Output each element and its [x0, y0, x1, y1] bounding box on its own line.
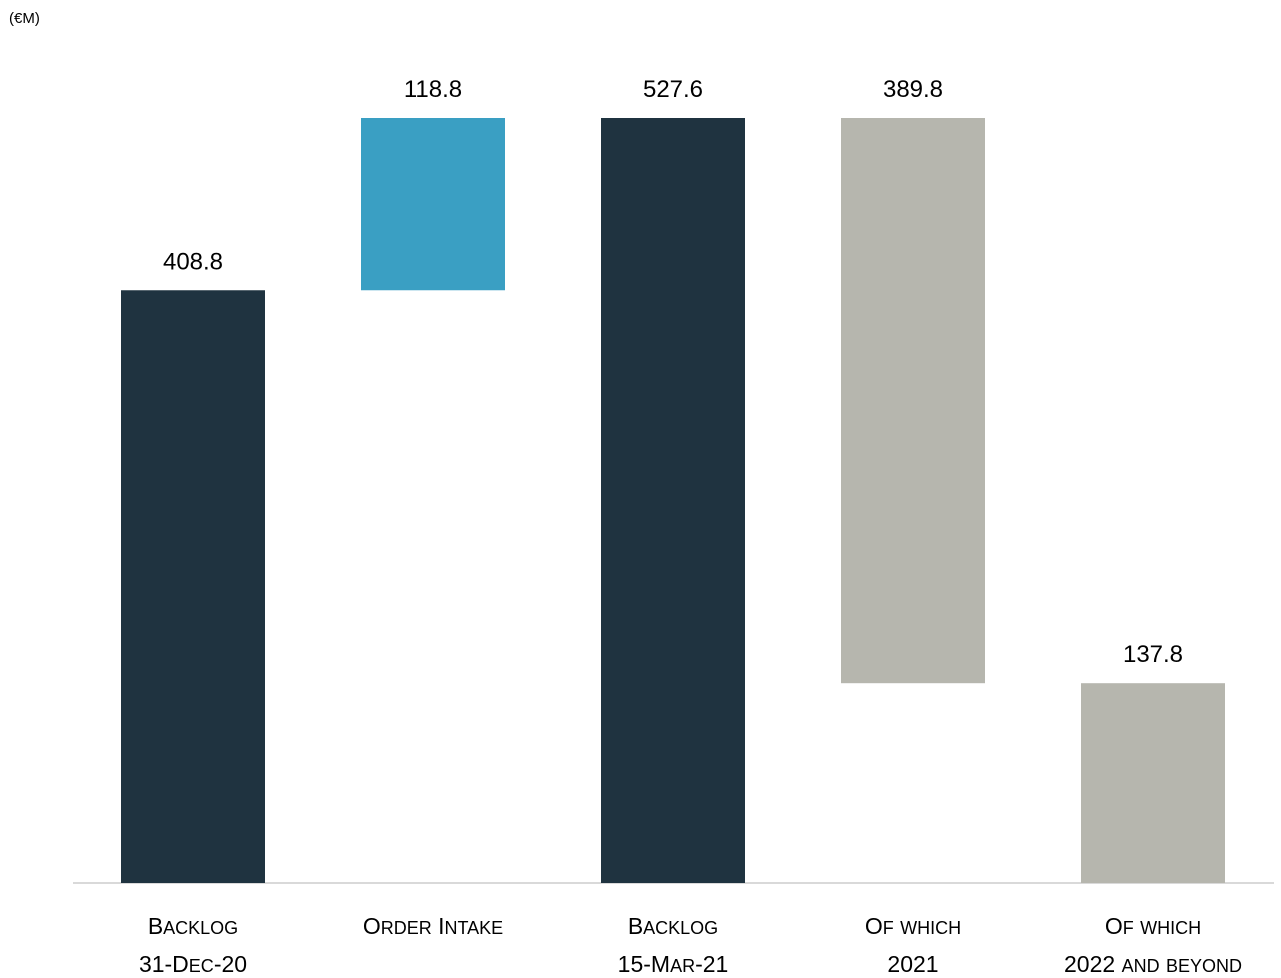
- category-label-4-line2: 2021: [887, 951, 938, 977]
- data-label-4: 389.8: [883, 76, 943, 103]
- data-label-5: 137.8: [1123, 641, 1183, 668]
- category-label-3-line2: 15-MAR-21: [618, 951, 729, 977]
- category-label-1-line2: 31-DEC-20: [139, 951, 247, 977]
- category-label-3-line1: BACKLOG: [628, 913, 718, 939]
- category-label-2-line1: ORDER INTAKE: [363, 913, 503, 939]
- data-label-3: 527.6: [643, 76, 703, 103]
- bar-3: [601, 118, 745, 883]
- category-label-1-line1: BACKLOG: [148, 913, 238, 939]
- data-label-1: 408.8: [163, 248, 223, 275]
- bar-2: [361, 118, 505, 291]
- category-label-4-line1: OF WHICH: [865, 913, 961, 939]
- bar-1: [121, 290, 265, 883]
- bar-4: [841, 118, 985, 684]
- data-label-2: 118.8: [404, 76, 462, 103]
- category-label-5-line1: OF WHICH: [1105, 913, 1201, 939]
- bar-5: [1081, 683, 1225, 883]
- unit-label: (€M): [9, 10, 40, 27]
- category-label-5-line2: 2022 AND BEYOND: [1064, 951, 1242, 977]
